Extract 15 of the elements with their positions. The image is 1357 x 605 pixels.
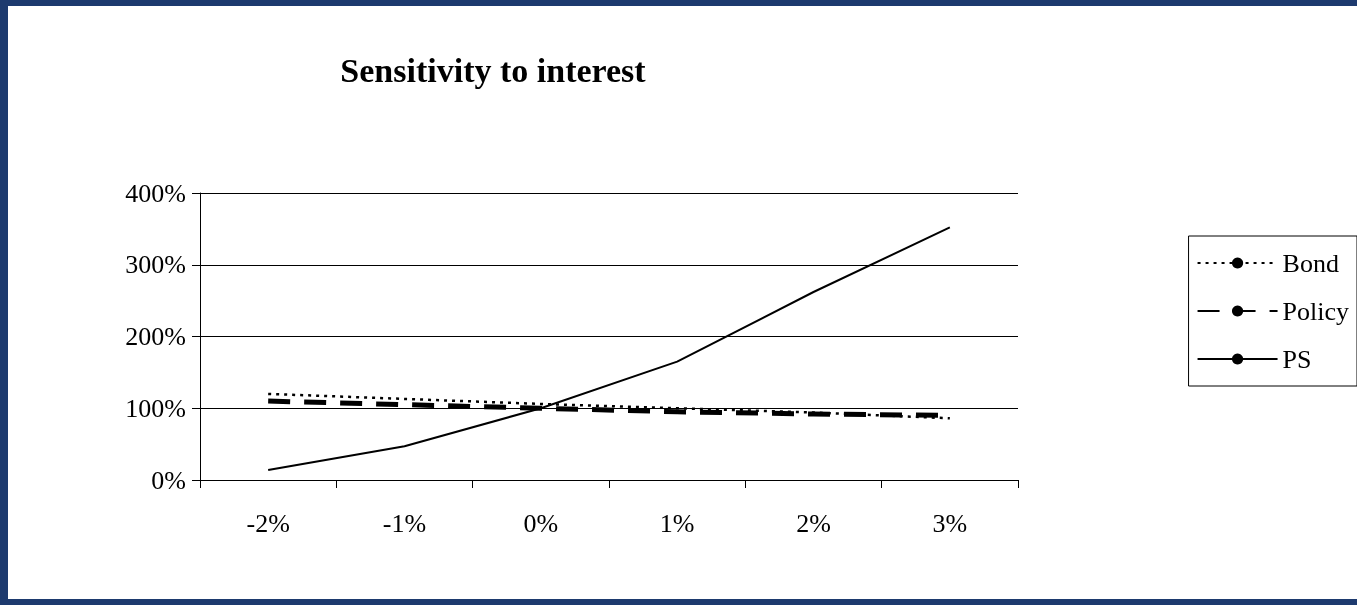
y-tick-label: 400% [125, 178, 186, 208]
y-tick-label: 100% [125, 393, 186, 423]
y-tick-label: 0% [151, 465, 186, 495]
chart-title: Sensitivity to interest [340, 51, 647, 89]
x-tick-label: 2% [796, 508, 831, 538]
x-tick-label: -2% [246, 508, 290, 538]
x-tick-label: -1% [382, 508, 427, 538]
legend-label: PS [1282, 344, 1312, 374]
y-tick-label: 200% [125, 322, 186, 351]
legend-label: Bond [1282, 248, 1339, 278]
x-tick-label: 0% [523, 508, 559, 538]
x-tick-label: 1% [659, 508, 695, 538]
y-tick-label: 300% [125, 250, 186, 280]
legend-label: Policy [1282, 296, 1350, 326]
x-tick-label: 3% [932, 508, 968, 538]
